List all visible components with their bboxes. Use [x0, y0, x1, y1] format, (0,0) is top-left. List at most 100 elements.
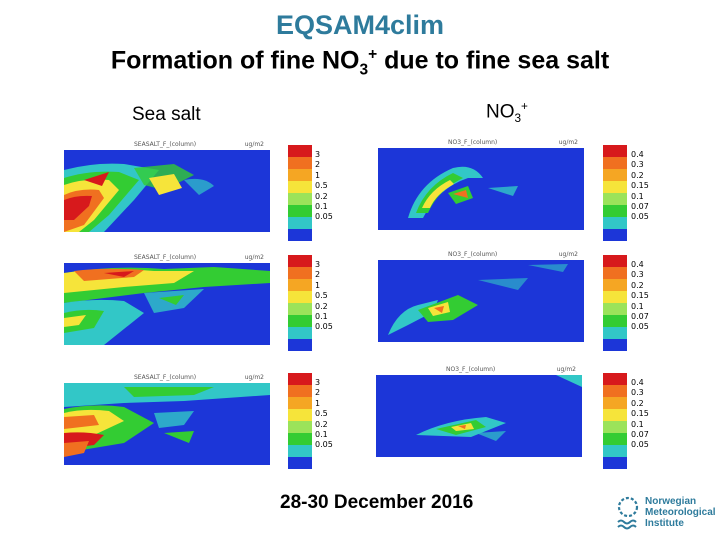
- colorbar-swatch: [603, 373, 627, 385]
- colorbar-swatch: [288, 373, 312, 385]
- colorbar-swatch: [288, 145, 312, 157]
- map-header: SEASALT_F_(column) ug/m2: [64, 140, 270, 150]
- colorbar-tick-label: 0.1: [315, 311, 328, 321]
- colorbar-swatch: [288, 291, 312, 303]
- map-header-units: ug/m2: [244, 374, 264, 381]
- colorbar-swatch: [603, 279, 627, 291]
- no3-label-base: NO: [486, 101, 515, 123]
- map-header-units: ug/m2: [556, 366, 576, 373]
- map-header-title: NO3_F_(column): [448, 139, 498, 146]
- colorbar-swatch: [288, 229, 312, 241]
- no3-colorbar-3-ticks: 0.4 0.3 0.2 0.15 0.1 0.07 0.05: [631, 378, 649, 451]
- colorbar-swatch: [288, 327, 312, 339]
- colorbar-swatch: [603, 385, 627, 397]
- colorbar-tick-label: 2: [315, 160, 321, 170]
- colorbar-swatch: [603, 217, 627, 229]
- map-header: NO3_F_(column) ug/m2: [376, 365, 582, 375]
- colorbar-tick-label: 0.5: [315, 181, 328, 191]
- colorbar-swatch: [288, 457, 312, 469]
- map-header-title: SEASALT_F_(column): [134, 254, 197, 261]
- map-header-title: SEASALT_F_(column): [134, 141, 197, 148]
- subtitle-sub: 3: [359, 61, 369, 79]
- sea-salt-map-2: SEASALT_F_(column) ug/m2: [64, 253, 270, 345]
- no3-label-sub: 3: [514, 112, 522, 126]
- colorbar-swatch: [288, 193, 312, 205]
- sea-salt-map-3: SEASALT_F_(column) ug/m2: [64, 373, 270, 465]
- sea-salt-map-1-field: [64, 162, 270, 232]
- sea-salt-label: Sea salt: [132, 104, 201, 125]
- subtitle-prefix: Formation of fine NO: [110, 46, 360, 75]
- sea-salt-colorbar-1-ticks: 3 2 1 0.5 0.2 0.1 0.05: [315, 150, 333, 223]
- colorbar-tick-label: 0.1: [315, 429, 328, 439]
- colorbar-tick-label: 0.05: [631, 440, 649, 450]
- colorbar-swatch: [288, 433, 312, 445]
- no3-map-2-field: [388, 264, 568, 335]
- sea-salt-map-1: SEASALT_F_(column) ug/m2: [64, 140, 270, 232]
- colorbar-tick-label: 0.5: [315, 409, 328, 419]
- colorbar-tick-label: 2: [315, 388, 321, 398]
- map-header-units: ug/m2: [558, 251, 578, 258]
- colorbar-swatch: [603, 181, 627, 193]
- colorbar-tick-label: 0.2: [631, 398, 644, 408]
- colorbar-swatch: [603, 303, 627, 315]
- map-header: NO3_F_(column) ug/m2: [378, 250, 584, 260]
- subtitle-suffix: due to fine sea salt: [377, 46, 610, 75]
- no3-map-3: NO3_F_(column) ug/m2: [376, 365, 582, 457]
- colorbar-tick-label: 0.2: [315, 301, 328, 311]
- colorbar-tick-label: 0.3: [631, 270, 644, 280]
- map-header: SEASALT_F_(column) ug/m2: [64, 373, 270, 383]
- colorbar-tick-label: 0.1: [631, 191, 644, 201]
- colorbar-tick-label: 0.05: [631, 212, 649, 222]
- colorbar-tick-label: 0.2: [631, 170, 644, 180]
- no3-label-sup: +: [521, 100, 528, 113]
- colorbar-tick-label: 0.15: [631, 409, 649, 419]
- sea-salt-map-2-field: [64, 267, 270, 345]
- colorbar-tick-label: 0.15: [631, 291, 649, 301]
- colorbar-tick-label: 0.3: [631, 160, 644, 170]
- colorbar-tick-label: 0.15: [631, 181, 649, 191]
- colorbar-tick-label: 0.3: [631, 388, 644, 398]
- colorbar-tick-label: 0.07: [631, 201, 649, 211]
- colorbar-swatch: [603, 315, 627, 327]
- colorbar-swatch: [603, 397, 627, 409]
- colorbar-tick-label: 0.05: [315, 212, 333, 222]
- no3-colorbar-3: [603, 373, 627, 469]
- no3-label: NO3+: [486, 100, 528, 125]
- colorbar-swatch: [603, 421, 627, 433]
- colorbar-swatch: [603, 327, 627, 339]
- map-header-title: NO3_F_(column): [446, 366, 496, 373]
- map-header-title: SEASALT_F_(column): [134, 374, 197, 381]
- met-institute-logo-text: Norwegian Meteorological Institute: [645, 496, 716, 529]
- colorbar-swatch: [288, 421, 312, 433]
- met-institute-logo: Norwegian Meteorological Institute: [615, 495, 716, 535]
- met-institute-logo-icon: [617, 496, 639, 530]
- no3-map-3-field: [416, 375, 582, 441]
- colorbar-tick-label: 3: [315, 378, 321, 387]
- colorbar-swatch: [288, 267, 312, 279]
- colorbar-swatch: [603, 267, 627, 279]
- colorbar-tick-label: 0.4: [631, 150, 644, 159]
- colorbar-swatch: [603, 229, 627, 241]
- colorbar-tick-label: 2: [315, 270, 321, 280]
- colorbar-swatch: [603, 193, 627, 205]
- colorbar-swatch: [288, 255, 312, 267]
- no3-colorbar-1-ticks: 0.4 0.3 0.2 0.15 0.1 0.07 0.05: [631, 150, 649, 223]
- colorbar-swatch: [288, 181, 312, 193]
- no3-map-1: NO3_F_(column) ug/m2: [378, 138, 584, 230]
- sea-salt-map-3-field: [64, 383, 270, 457]
- colorbar-tick-label: 0.05: [631, 322, 649, 332]
- logo-line-2: Meteorological: [645, 507, 716, 518]
- map-header-title: NO3_F_(column): [448, 251, 498, 258]
- colorbar-swatch: [288, 397, 312, 409]
- colorbar-swatch: [603, 433, 627, 445]
- colorbar-tick-label: 0.2: [315, 191, 328, 201]
- colorbar-swatch: [288, 303, 312, 315]
- colorbar-swatch: [603, 145, 627, 157]
- colorbar-tick-label: 0.07: [631, 429, 649, 439]
- colorbar-swatch: [288, 315, 312, 327]
- subtitle: Formation of fine NO3+ due to fine sea s…: [0, 46, 720, 79]
- map-header: SEASALT_F_(column) ug/m2: [64, 253, 270, 263]
- sea-salt-colorbar-3: [288, 373, 312, 469]
- date-range: 28-30 December 2016: [280, 492, 474, 513]
- colorbar-tick-label: 0.4: [631, 378, 644, 387]
